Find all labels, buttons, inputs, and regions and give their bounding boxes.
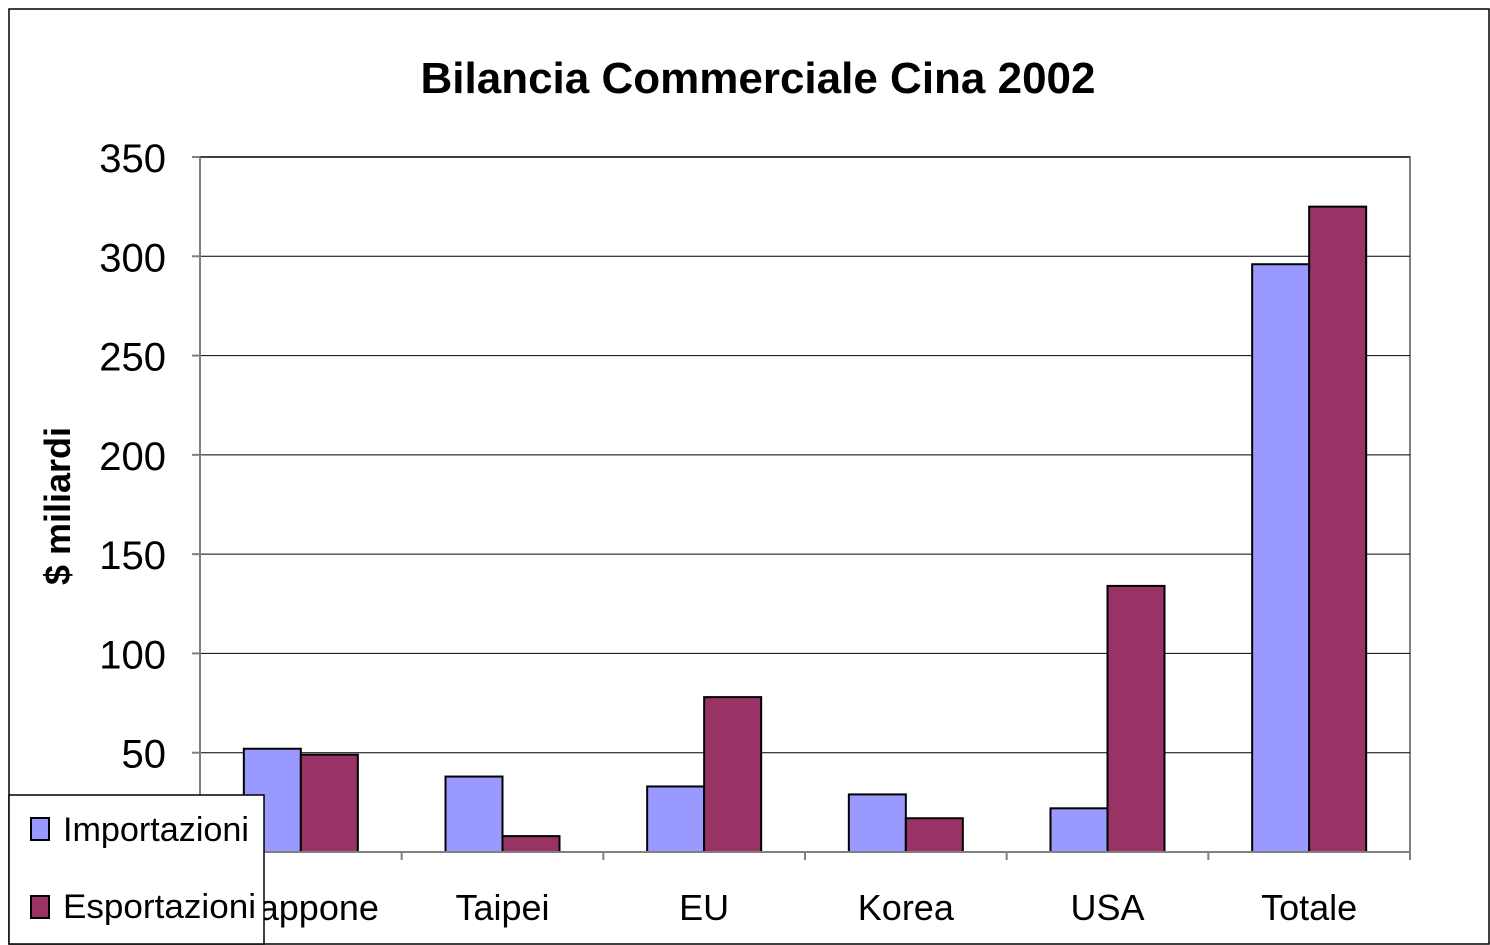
y-tick-label: 150 <box>99 534 166 578</box>
x-tick-label: Taipei <box>455 887 549 928</box>
y-tick-label: 200 <box>99 435 166 479</box>
bar-importazioni-korea <box>847 793 907 854</box>
plot-frame <box>199 156 1411 853</box>
legend-label-importazioni: Importazioni <box>63 811 249 849</box>
x-tick-label: Korea <box>858 887 955 928</box>
bar-esportazioni-usa <box>1106 584 1166 854</box>
bar-esportazioni-giappone <box>299 753 359 854</box>
x-tick-label: EU <box>679 887 729 928</box>
x-tick-label: USA <box>1070 887 1144 928</box>
x-tick-label: Totale <box>1261 887 1357 928</box>
legend-label-esportazioni: Esportazioni <box>63 888 256 926</box>
legend-swatch-importazioni <box>30 817 50 841</box>
bar-esportazioni-korea <box>904 817 964 853</box>
plot-area <box>199 156 1411 853</box>
y-tick-label: 100 <box>99 633 166 677</box>
bar-esportazioni-eu <box>703 696 763 853</box>
bar-importazioni-eu <box>646 785 706 854</box>
bar-esportazioni-taipei <box>501 835 561 853</box>
bar-importazioni-usa <box>1049 807 1109 853</box>
y-tick-label: 250 <box>99 336 166 380</box>
bar-esportazioni-totale <box>1308 205 1368 853</box>
legend: Importazioni Esportazioni <box>8 794 265 945</box>
bars <box>242 205 1368 854</box>
y-tick-label: 300 <box>99 236 166 280</box>
bar-importazioni-taipei <box>444 775 504 853</box>
bar-importazioni-totale <box>1251 263 1311 853</box>
legend-swatch-esportazioni <box>30 895 50 919</box>
legend-box <box>8 794 265 945</box>
chart-title: Bilancia Commerciale Cina 2002 <box>421 54 1096 103</box>
gridlines <box>200 156 1410 754</box>
y-tick-label: 350 <box>99 137 166 181</box>
axes <box>192 156 1411 860</box>
y-axis-label: $ miliardi <box>37 427 78 585</box>
y-tick-labels: 50 100 150 200 250 300 350 <box>99 137 166 777</box>
y-tick-label: 50 <box>122 733 167 777</box>
